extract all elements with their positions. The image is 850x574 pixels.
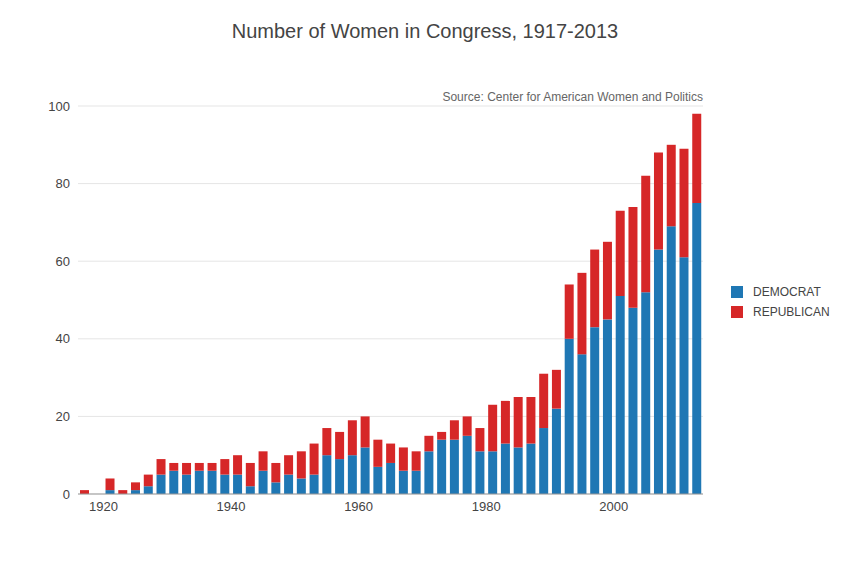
svg-text:60: 60 — [56, 254, 70, 269]
svg-text:2000: 2000 — [599, 499, 628, 514]
svg-text:1920: 1920 — [89, 499, 118, 514]
svg-text:1980: 1980 — [472, 499, 501, 514]
html-text:DEMOCRAT: DEMOCRAT — [753, 285, 821, 299]
html-text:REPUBLICAN: REPUBLICAN — [753, 305, 830, 319]
html-text:Source: Center for American Wo: Source: Center for American Women and Po… — [442, 90, 703, 104]
svg-text:80: 80 — [56, 176, 70, 191]
html-text:Number of Women in Congress, 1: Number of Women in Congress, 1917-2013 — [231, 20, 619, 42]
svg-text:1940: 1940 — [217, 499, 246, 514]
svg-text:0: 0 — [63, 487, 70, 502]
svg-text:40: 40 — [56, 331, 70, 346]
svg-text:100: 100 — [48, 99, 70, 114]
svg-text:20: 20 — [56, 409, 70, 424]
svg-text:1960: 1960 — [344, 499, 373, 514]
